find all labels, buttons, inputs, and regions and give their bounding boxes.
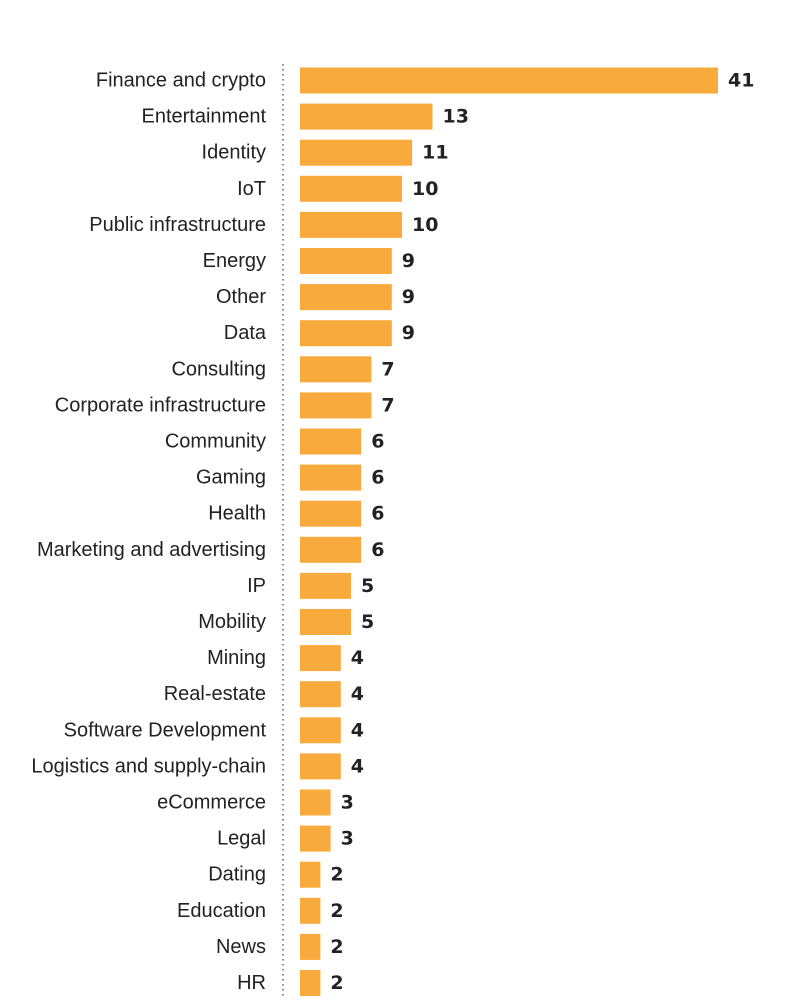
category-label: Public infrastructure: [89, 214, 266, 236]
bar: [300, 825, 331, 852]
value-label: 4: [351, 683, 364, 705]
bar: [300, 464, 362, 491]
value-label: 10: [412, 178, 438, 200]
category-label: Energy: [203, 250, 266, 272]
category-label: Consulting: [171, 358, 266, 380]
value-label: 7: [381, 394, 394, 416]
bar: [300, 320, 392, 347]
category-label: IoT: [237, 178, 266, 200]
bar: [300, 103, 433, 130]
bars-group: Finance and crypto 41 Entertainment 13 Ident…: [31, 67, 754, 996]
category-label: Data: [224, 322, 267, 344]
bar: [300, 428, 362, 455]
bar: [300, 392, 372, 419]
bar: [300, 789, 331, 816]
value-label: 10: [412, 214, 438, 236]
category-label: Logistics and supply-chain: [31, 755, 266, 777]
bar: [300, 211, 402, 238]
bar: [300, 645, 341, 672]
bar: [300, 536, 362, 563]
category-label: News: [216, 936, 266, 958]
bar: [300, 284, 392, 311]
value-label: 4: [351, 647, 364, 669]
bar: [300, 933, 321, 960]
value-label: 5: [361, 611, 374, 633]
category-label: Marketing and advertising: [37, 539, 266, 561]
category-label: Gaming: [196, 467, 266, 489]
category-label: Dating: [208, 864, 266, 886]
bar: [300, 681, 341, 708]
value-label: 9: [402, 322, 415, 344]
bar: [300, 139, 413, 166]
bar: [300, 717, 341, 744]
category-label: HR: [237, 972, 266, 994]
value-label: 6: [371, 503, 384, 525]
category-label: Real-estate: [164, 683, 266, 705]
category-label: Corporate infrastructure: [55, 394, 266, 416]
bar: [300, 248, 392, 274]
value-label: 3: [341, 828, 354, 850]
value-label: 4: [351, 719, 364, 741]
value-label: 6: [371, 467, 384, 489]
value-label: 2: [330, 864, 343, 886]
bar: [300, 175, 402, 202]
bar: [300, 897, 321, 924]
bar: [300, 356, 372, 383]
category-label: Legal: [217, 828, 266, 850]
category-label: Other: [216, 286, 266, 308]
value-label: 3: [341, 792, 354, 814]
category-label: Finance and crypto: [96, 70, 266, 92]
value-label: 13: [443, 106, 469, 128]
bar: [300, 861, 321, 888]
bar: [300, 753, 341, 780]
value-label: 6: [371, 539, 384, 561]
category-label: Entertainment: [141, 106, 266, 128]
bar: [300, 609, 351, 635]
bar: [300, 500, 362, 527]
value-label: 11: [422, 142, 448, 164]
value-label: 2: [330, 972, 343, 994]
value-label: 41: [728, 70, 754, 92]
category-label: Identity: [202, 142, 266, 164]
value-label: 2: [330, 936, 343, 958]
category-label: Mining: [207, 647, 266, 669]
category-label: eCommerce: [157, 792, 266, 814]
category-label: Mobility: [198, 611, 266, 633]
value-label: 5: [361, 575, 374, 597]
value-label: 2: [330, 900, 343, 922]
category-label: IP: [247, 575, 266, 597]
value-label: 9: [402, 250, 415, 272]
category-label: Community: [165, 431, 266, 453]
bar: [300, 572, 351, 599]
category-label: Health: [208, 503, 266, 525]
value-label: 4: [351, 755, 364, 777]
value-label: 7: [381, 358, 394, 380]
category-label: Education: [177, 900, 266, 922]
value-label: 9: [402, 286, 415, 308]
bar: [300, 67, 718, 94]
bar: [300, 970, 321, 996]
category-label: Software Development: [64, 719, 267, 741]
value-label: 6: [371, 431, 384, 453]
